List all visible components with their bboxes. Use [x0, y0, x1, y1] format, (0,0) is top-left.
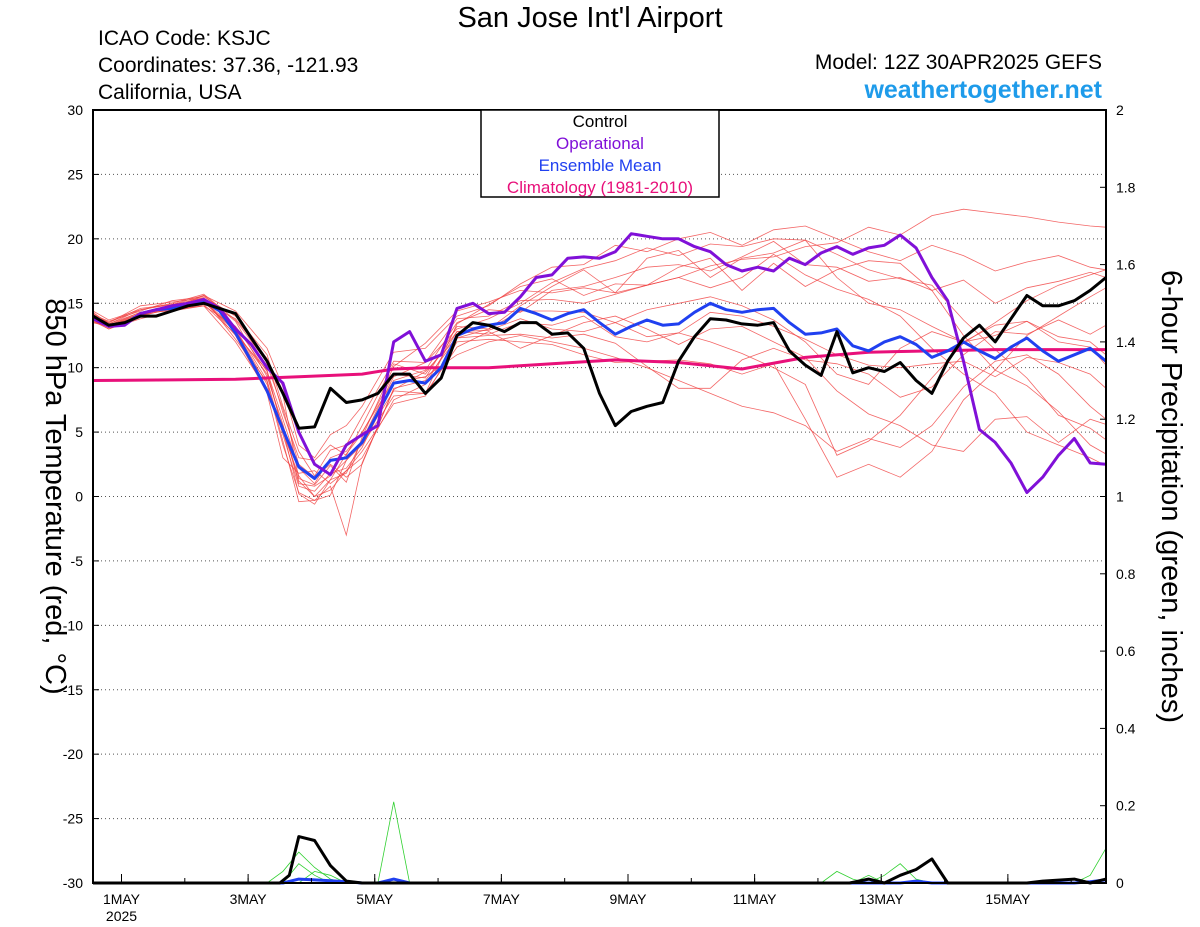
y2-tick-label: 1: [1116, 489, 1124, 505]
y2-tick-label: 1.2: [1116, 411, 1136, 427]
model-run-label: Model: 12Z 30APR2025 GEFS: [814, 51, 1102, 74]
y2-tick-label: 0.4: [1116, 720, 1136, 736]
axes: 302520151050-5-10-15-20-25-3021.81.61.41…: [39, 102, 1187, 924]
member-precip-line: [93, 863, 1106, 884]
ensemble-member-line: [92, 225, 1107, 459]
legend: Control Operational Ensemble Mean Climatolo…: [480, 109, 720, 198]
x-tick-label: 11MAY: [733, 891, 777, 907]
ensemble-member-line: [92, 238, 1107, 477]
y-tick-label: -15: [63, 682, 83, 698]
y-axis-title: 850 hPa Temperature (red, °C): [39, 298, 71, 694]
legend-box: [480, 109, 720, 198]
main-series: [92, 232, 1107, 885]
chart-title: San Jose Int'l Airport: [457, 2, 723, 34]
member-precip-line: [93, 870, 1106, 884]
x-tick-label: 1MAY: [103, 891, 141, 907]
coordinates: Coordinates: 37.36, -121.93: [98, 54, 359, 77]
member-precip-line: [93, 801, 1106, 884]
y-tick-label: 10: [67, 360, 83, 376]
x-tick-label: 9MAY: [609, 891, 647, 907]
y-tick-label: -25: [63, 811, 83, 827]
ensemble-member-line: [92, 296, 1107, 497]
y2-axis-title: 6-hour Precipitation (green, inches): [1155, 270, 1187, 723]
y-tick-label: 30: [67, 102, 83, 118]
ensemble-member-line: [92, 253, 1107, 505]
ensemble-member-line: [92, 300, 1107, 492]
y2-tick-label: 0.6: [1116, 643, 1136, 659]
region-label: California, USA: [98, 81, 242, 104]
x-tick-label: 7MAY: [483, 891, 521, 907]
y2-tick-label: 0: [1116, 875, 1124, 891]
legend-item-climatology-1981-2010: Climatology (1981-2010): [507, 178, 693, 197]
y2-tick-label: 1.4: [1116, 334, 1136, 350]
ensemble-mean-line: [92, 299, 1107, 480]
ensemble-member-line: [92, 240, 1107, 485]
y-tick-label: 20: [67, 231, 83, 247]
x-tick-label: 3MAY: [230, 891, 268, 907]
y-tick-label: -30: [63, 875, 83, 891]
member-precip-line: [93, 863, 1106, 884]
y-tick-label: -20: [63, 746, 83, 762]
brand-link[interactable]: weathertogether.net: [864, 76, 1102, 104]
legend-item-operational: Operational: [556, 134, 644, 153]
member-precip-line: [93, 851, 1106, 884]
legend-item-ensemble-mean: Ensemble Mean: [539, 156, 662, 175]
y-tick-label: -5: [71, 553, 84, 569]
member-precip-line: [93, 870, 1106, 884]
x-tick-label: 15MAY: [985, 891, 1031, 907]
year-label: 2025: [106, 908, 137, 924]
y2-tick-label: 0.2: [1116, 798, 1136, 814]
y-tick-label: 0: [75, 489, 83, 505]
member-precipitation: [93, 801, 1107, 884]
y-tick-label: 5: [75, 424, 83, 440]
y-tick-label: 25: [67, 166, 83, 182]
y-tick-label: 15: [67, 295, 83, 311]
ensemble-member-line: [92, 239, 1107, 498]
icao-code: ICAO Code: KSJC: [98, 27, 271, 50]
gridlines: [93, 173, 1106, 820]
control-line: [92, 276, 1107, 430]
control-precipitation-line: [93, 835, 1107, 885]
plot-frame: [92, 109, 1107, 884]
member-precip-line: [93, 847, 1107, 884]
y2-tick-label: 1.6: [1116, 257, 1136, 273]
y2-tick-label: 2: [1116, 102, 1124, 118]
y2-tick-label: 1.8: [1116, 179, 1136, 195]
x-tick-label: 5MAY: [356, 891, 394, 907]
operational-line: [92, 232, 1107, 495]
x-tick-label: 13MAY: [859, 891, 905, 907]
y-tick-label: -10: [63, 617, 83, 633]
legend-item-control: Control: [573, 112, 628, 131]
y2-tick-label: 0.8: [1116, 566, 1136, 582]
